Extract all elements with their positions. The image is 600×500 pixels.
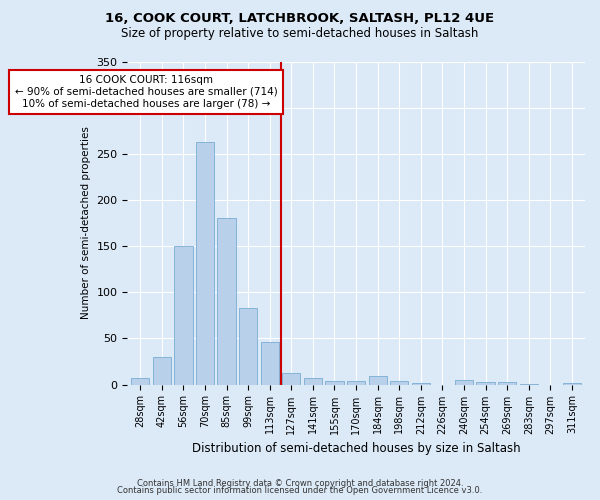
Bar	[196, 142, 214, 384]
Text: Size of property relative to semi-detached houses in Saltash: Size of property relative to semi-detach…	[121, 28, 479, 40]
Bar	[390, 381, 409, 384]
Bar	[368, 376, 387, 384]
Bar	[282, 372, 301, 384]
Bar	[174, 246, 193, 384]
Text: Contains public sector information licensed under the Open Government Licence v3: Contains public sector information licen…	[118, 486, 482, 495]
Bar	[152, 357, 171, 384]
Bar	[563, 382, 581, 384]
Text: 16, COOK COURT, LATCHBROOK, SALTASH, PL12 4UE: 16, COOK COURT, LATCHBROOK, SALTASH, PL1…	[106, 12, 494, 26]
Bar	[498, 382, 517, 384]
Bar	[347, 381, 365, 384]
Bar	[304, 378, 322, 384]
Text: Contains HM Land Registry data © Crown copyright and database right 2024.: Contains HM Land Registry data © Crown c…	[137, 478, 463, 488]
X-axis label: Distribution of semi-detached houses by size in Saltash: Distribution of semi-detached houses by …	[192, 442, 520, 455]
Bar	[217, 218, 236, 384]
Bar	[325, 381, 344, 384]
Text: 16 COOK COURT: 116sqm
← 90% of semi-detached houses are smaller (714)
10% of sem: 16 COOK COURT: 116sqm ← 90% of semi-deta…	[15, 76, 277, 108]
Bar	[260, 342, 279, 384]
Y-axis label: Number of semi-detached properties: Number of semi-detached properties	[81, 126, 91, 320]
Bar	[131, 378, 149, 384]
Bar	[239, 308, 257, 384]
Bar	[476, 382, 495, 384]
Bar	[455, 380, 473, 384]
Bar	[412, 382, 430, 384]
